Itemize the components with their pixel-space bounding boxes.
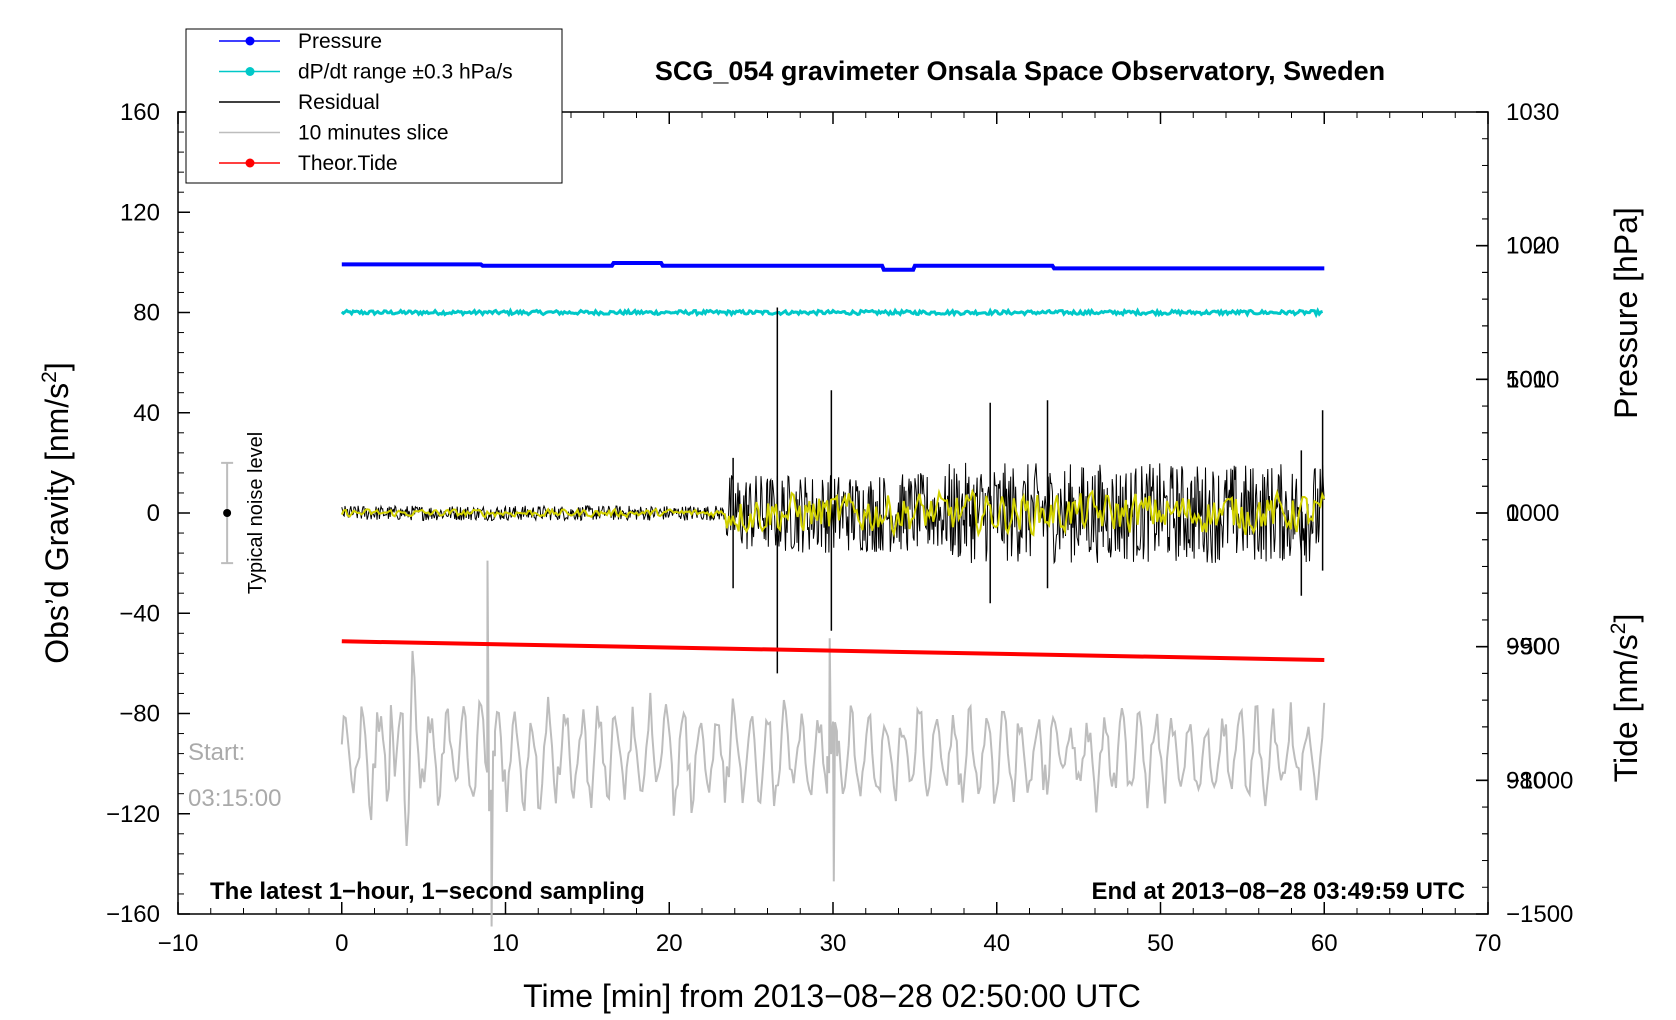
legend-marker [245, 158, 255, 168]
legend-label: Theor.Tide [298, 152, 398, 175]
y-tick-label: 0 [147, 500, 160, 527]
legend-label: 10 minutes slice [298, 122, 449, 145]
tide-tick-label: −1000 [1506, 767, 1573, 794]
x-tick-label: 10 [492, 930, 519, 957]
x-tick-label: 30 [820, 930, 847, 957]
tide-tick-label: −1500 [1506, 901, 1573, 928]
tick-labels: −10 0 10 20 30 40 50 60 7016012080400−40−80−120−… [106, 99, 1573, 957]
x-tick-label: 50 [1147, 930, 1174, 957]
y-tick-label: −80 [119, 701, 160, 728]
series-dp-dt-range [340, 307, 1324, 319]
x-tick-label: 0 [335, 930, 348, 957]
noise-level-dot [223, 509, 232, 517]
series-10-minutes-slice [340, 560, 1326, 927]
y-tick-label: −120 [106, 801, 160, 828]
y-tick-label: 80 [133, 300, 160, 327]
series-smoothed-residual [340, 488, 1326, 538]
start-time: 03:15:00 [188, 785, 281, 812]
x-tick-label: 40 [983, 930, 1010, 957]
x-axis-title: Time [min] from 2013−08−28 02:50:00 UTC [523, 978, 1141, 1014]
noise-level-indicator: Typical noise level [221, 432, 267, 594]
legend-marker [245, 36, 255, 46]
y-tick-label: 120 [120, 199, 160, 226]
tide-tick-label: 0 [1506, 500, 1519, 527]
x-tick-label: 70 [1475, 930, 1502, 957]
sampling-note: The latest 1−hour, 1−second sampling [210, 878, 645, 905]
legend-box [185, 28, 563, 184]
tide-tick-label: 500 [1506, 366, 1546, 393]
chart-title: SCG_054 gravimeter Onsala Space Observat… [655, 56, 1385, 86]
series-pressure [341, 261, 1325, 272]
y-tick-label: 160 [120, 99, 160, 126]
tide-tick-label: 1000 [1506, 233, 1559, 260]
y-tick-label: 40 [133, 400, 160, 427]
x-tick-label: −10 [158, 930, 199, 957]
legend-marker [245, 67, 255, 76]
x-tick-label: 60 [1311, 930, 1338, 957]
legend-label: dP/dt range ±0.3 hPa/s [298, 61, 513, 84]
series-theor-tide [341, 639, 1325, 662]
start-label: Start: [188, 739, 245, 766]
tide-tick-label: −500 [1506, 634, 1560, 661]
end-time-note: End at 2013−08−28 03:49:59 UTC [1091, 878, 1465, 905]
y-tick-label: −160 [106, 901, 160, 928]
pressure-tick-label: 1020 [1506, 233, 1559, 260]
y-axis-title-left: Obs’d Gravity [nm/s2] [38, 362, 75, 664]
series-residual [341, 462, 1325, 565]
legend-items: Pressure dP/dt range ±0.3 hPa/s Residual 10… [219, 30, 513, 175]
pressure-tick-label: 1010 [1506, 366, 1559, 393]
y-tick-label: −40 [119, 600, 160, 627]
x-tick-label: 20 [656, 930, 683, 957]
pressure-axis-title: Pressure [hPa] [1608, 207, 1644, 419]
noise-level-label: Typical noise level [245, 432, 267, 594]
series-layer [340, 261, 1326, 927]
pressure-tick-label: 980 [1506, 767, 1546, 794]
pressure-tick-label: 1000 [1506, 500, 1559, 527]
pressure-tick-label: 990 [1506, 634, 1546, 661]
legend: Pressure dP/dt range ±0.3 hPa/s Residual 10… [185, 28, 563, 184]
legend-label: Residual [298, 91, 380, 114]
pressure-tick-label: 1030 [1506, 99, 1559, 126]
tide-axis-title: Tide [nm/s2] [1607, 614, 1644, 783]
legend-label: Pressure [298, 30, 382, 53]
